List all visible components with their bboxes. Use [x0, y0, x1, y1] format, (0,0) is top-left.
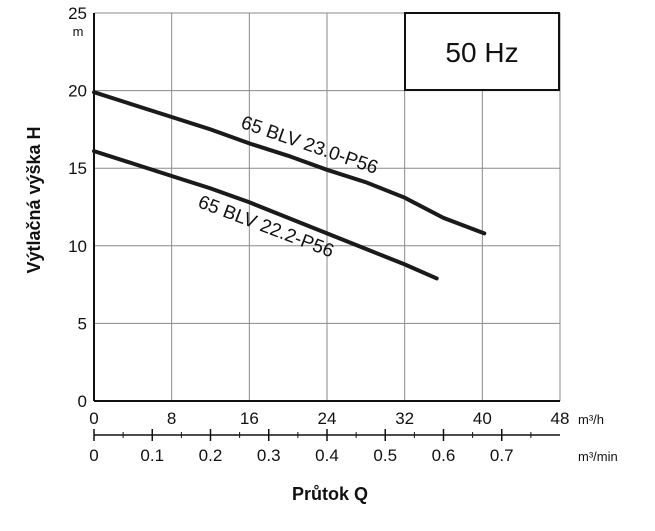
series-line: [92, 90, 487, 236]
curves: [92, 90, 487, 281]
x-tick-label-secondary: 0.5: [373, 446, 397, 465]
x-unit-primary-label: m³/h: [578, 412, 604, 427]
plot-frame: [93, 13, 560, 441]
x-unit-secondary-label: m³/min: [578, 449, 618, 464]
x-axis-title: Průtok Q: [292, 484, 368, 504]
y-tick-label: 5: [78, 314, 87, 333]
x-tick-label-secondary: 0: [89, 446, 98, 465]
y-tick-label: 15: [68, 159, 87, 178]
y-tick-label: 25: [68, 4, 87, 23]
y-tick-label: 20: [68, 82, 87, 101]
y-axis-title: Výtlačná výška H: [24, 126, 44, 273]
x-tick-label-primary: 32: [395, 409, 414, 428]
x-tick-label-secondary: 0.1: [140, 446, 164, 465]
frequency-box: [404, 12, 560, 91]
x-tick-label-primary: 48: [551, 409, 570, 428]
frequency-label: 50 Hz: [445, 37, 518, 68]
x-tick-label-primary: 0: [89, 409, 98, 428]
y-tick-label: 10: [68, 237, 87, 256]
x-tick-label-secondary: 0.2: [199, 446, 223, 465]
x-tick-label-secondary: 0.6: [432, 446, 456, 465]
series-line: [92, 149, 439, 281]
x-tick-label-secondary: 0.4: [315, 446, 339, 465]
x-tick-label-primary: 8: [167, 409, 176, 428]
x-tick-label-primary: 16: [240, 409, 259, 428]
x-tick-label-secondary: 0.7: [490, 446, 514, 465]
y-tick-label: 0: [78, 392, 87, 411]
x-tick-label-secondary: 0.3: [257, 446, 281, 465]
x-tick-label-primary: 24: [318, 409, 337, 428]
y-unit-label: m: [73, 24, 84, 39]
x-tick-label-primary: 40: [473, 409, 492, 428]
